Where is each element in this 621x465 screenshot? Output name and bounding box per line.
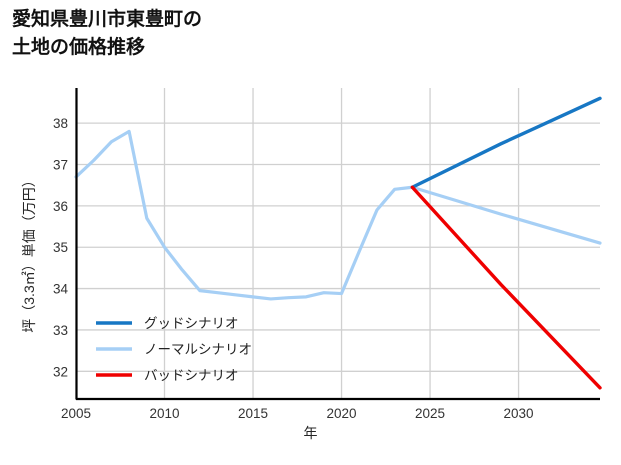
y-axis-tick-label: 33 bbox=[53, 323, 68, 338]
legend-label-2: バッドシナリオ bbox=[144, 368, 239, 383]
x-axis-tick-label: 2030 bbox=[504, 406, 534, 421]
y-axis-tick-label: 36 bbox=[53, 199, 68, 214]
y-axis-tick-label: 37 bbox=[53, 158, 68, 173]
y-axis-tick-labels: 32 33 34 35 36 37 38 bbox=[53, 116, 69, 379]
axis-spines bbox=[75, 88, 600, 401]
y-axis-tick-label: 38 bbox=[53, 116, 68, 131]
x-axis-tick-label: 2020 bbox=[327, 406, 357, 421]
series-line-normal bbox=[74, 129, 602, 301]
series-line-good bbox=[410, 96, 602, 189]
legend-label-1: ノーマルシナリオ bbox=[144, 342, 252, 357]
y-axis-tick-label: 32 bbox=[53, 364, 68, 379]
x-axis-tick-label: 2010 bbox=[149, 406, 179, 421]
x-axis-tick-labels: 2005 2010 2015 2020 2025 2030 bbox=[61, 406, 534, 421]
y-axis-title: 坪（3.3㎡）単価（万円） bbox=[21, 173, 37, 333]
x-axis-tick-label: 2025 bbox=[415, 406, 445, 421]
x-axis-tick-label: 2005 bbox=[61, 406, 91, 421]
page-title: 愛知県豊川市東豊町の 土地の価格推移 bbox=[12, 9, 203, 58]
y-axis-tick-label: 35 bbox=[53, 240, 68, 255]
y-axis-tick-label: 34 bbox=[53, 282, 69, 297]
series-line-bad bbox=[410, 185, 602, 390]
legend-label-0: グッドシナリオ bbox=[144, 316, 239, 331]
x-axis-tick-label: 2015 bbox=[238, 406, 268, 421]
data-series-lines bbox=[74, 96, 602, 390]
x-axis-title: 年 bbox=[303, 425, 318, 441]
